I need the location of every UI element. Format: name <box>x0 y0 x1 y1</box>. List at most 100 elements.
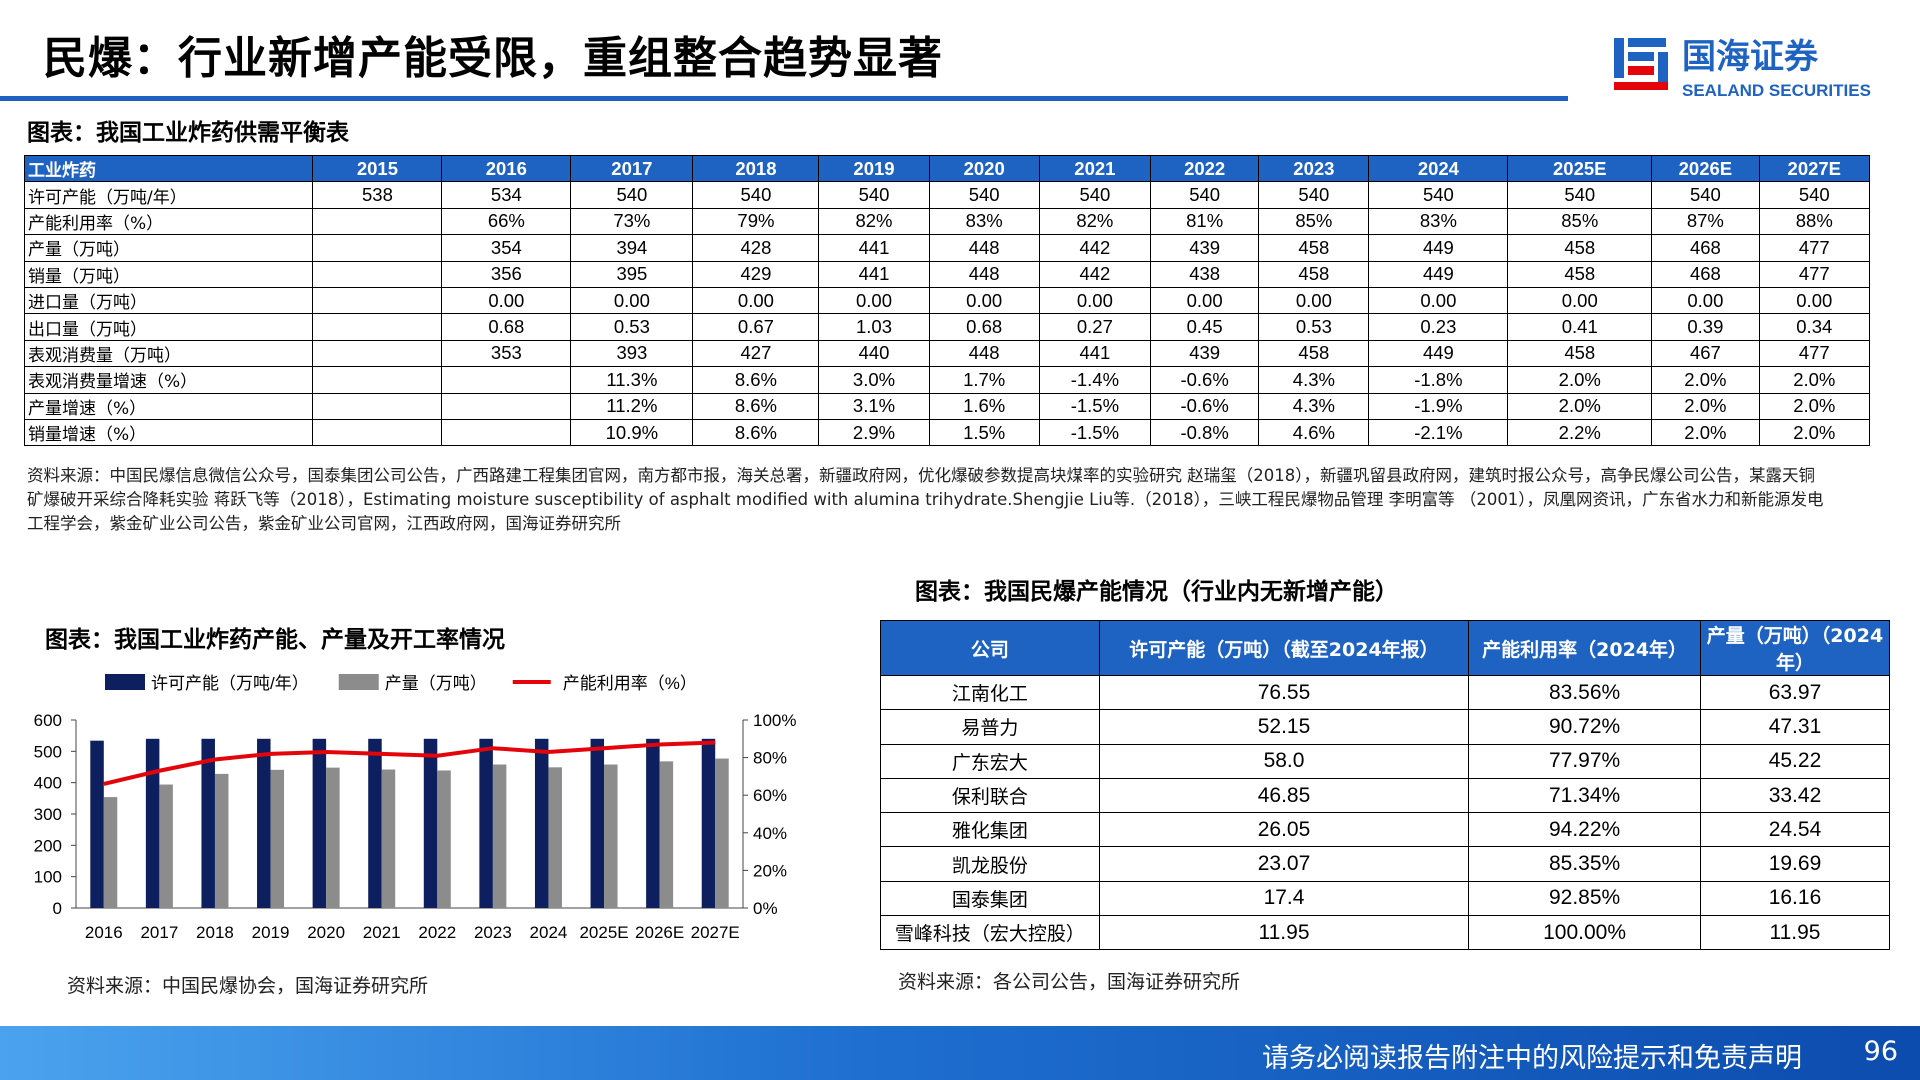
header-cell: 2019 <box>818 154 930 183</box>
y-tick-label: 500 <box>34 742 62 761</box>
table-cell: 2.0% <box>1651 392 1760 420</box>
supply-demand-table: 工业炸药 2015 2016 2017 2018 2019 2020 2021 2022 2023… <box>23 154 1871 447</box>
bar <box>659 761 674 908</box>
table-cell: 100.00% <box>1468 915 1701 951</box>
x-tick-label: 2016 <box>85 923 123 942</box>
x-tick-label: 2023 <box>474 923 512 942</box>
table-cell: 销量（万吨） <box>23 260 314 288</box>
table-cell: 356 <box>441 260 572 288</box>
table-cell: 87% <box>1651 207 1760 236</box>
header-cell: 2018 <box>692 154 820 183</box>
table-cell: 73% <box>570 207 694 236</box>
table-cell: 468 <box>1651 234 1760 262</box>
table-cell: 0.00 <box>1038 286 1152 315</box>
header-rule <box>0 96 1568 101</box>
header-row: 公司 许可产能（万吨）（截至2024年报） 产能利用率（2024年） 产量（万吨）（2… <box>880 620 1891 676</box>
table-cell: 许可产能（万吨/年） <box>23 181 314 209</box>
table-cell: 540 <box>692 181 820 209</box>
table-cell: -2.1% <box>1368 418 1509 447</box>
table-cell: 销量增速（%） <box>23 418 314 447</box>
header-cell: 2023 <box>1258 154 1370 183</box>
legend-swatch <box>338 674 379 690</box>
table-cell: 0.00 <box>818 286 930 315</box>
table-cell: 540 <box>1758 181 1871 209</box>
bar <box>257 738 271 908</box>
table-cell: 产能利用率（%） <box>23 207 314 236</box>
table-cell: 88% <box>1758 207 1871 236</box>
table-cell: 477 <box>1758 260 1871 288</box>
table-cell: 16.16 <box>1699 880 1891 917</box>
y-tick-label: 100 <box>34 868 62 887</box>
bar <box>590 738 605 908</box>
table-row: 江南化工 76.55 83.56% 63.97 <box>880 674 1891 711</box>
table-cell <box>312 313 443 341</box>
table-row: 雅化集团 26.05 94.22% 24.54 <box>880 812 1891 848</box>
table-cell: 1.6% <box>928 392 1040 420</box>
table-cell: 出口量（万吨） <box>23 313 314 341</box>
table-cell: 2.0% <box>1651 366 1760 394</box>
disclaimer: 请务必阅读报告附注中的风险提示和免责声明 <box>1262 1043 1802 1074</box>
table-cell: 3.0% <box>818 366 930 394</box>
table-cell: 477 <box>1758 339 1871 368</box>
table-cell: 23.07 <box>1098 846 1470 882</box>
table-cell: 428 <box>692 234 820 262</box>
table-row: 表观消费量增速（%） 11.3% 8.6% 3.0% 1.7% -1.4% -0.6% 4.3… <box>23 366 1871 394</box>
table-cell: 2.0% <box>1507 366 1653 394</box>
table-cell: 0.00 <box>1149 286 1260 315</box>
table-cell: 540 <box>570 181 694 209</box>
table-cell: 0.00 <box>1258 286 1370 315</box>
table-cell: 83.56% <box>1468 674 1701 711</box>
y-tick-label: 0 <box>53 899 62 918</box>
table-row: 产量增速（%） 11.2% 8.6% 3.1% 1.6% -1.5% -0.6% 4.3% -1… <box>23 392 1871 420</box>
table-cell: 92.85% <box>1468 880 1701 917</box>
header-cell: 许可产能（万吨）（截至2024年报） <box>1098 620 1470 676</box>
y-tick-label: 200 <box>34 836 62 855</box>
bar <box>646 738 660 908</box>
table-cell: 441 <box>818 260 930 288</box>
table-cell: 540 <box>1651 181 1760 209</box>
x-tick-label: 2024 <box>530 923 568 942</box>
table-cell: 83% <box>928 207 1040 236</box>
table-cell: 90.72% <box>1468 709 1701 745</box>
table-cell: 94.22% <box>1468 812 1701 848</box>
page-number: 96 <box>1863 1036 1898 1067</box>
table-cell: 2.0% <box>1758 392 1871 420</box>
header-cell: 2017 <box>570 154 694 183</box>
table-cell: 458 <box>1507 234 1653 262</box>
table-cell: 0.23 <box>1368 313 1509 341</box>
table-cell: 540 <box>928 181 1040 209</box>
table-cell: 0.00 <box>1651 286 1760 315</box>
header-cell: 2025E <box>1507 154 1653 183</box>
table-cell: 66% <box>441 207 572 236</box>
x-tick-label: 2025E <box>579 923 628 942</box>
table-cell: 1.7% <box>928 366 1040 394</box>
header-cell: 2022 <box>1149 154 1260 183</box>
table-cell: 45.22 <box>1699 743 1891 779</box>
table-cell <box>312 234 443 262</box>
bar <box>492 764 507 908</box>
table-cell: 448 <box>928 339 1040 368</box>
table-cell: 17.4 <box>1098 880 1470 917</box>
bar <box>145 738 160 908</box>
table-cell: 458 <box>1258 234 1370 262</box>
table-cell: 429 <box>692 260 820 288</box>
table-row: 许可产能（万吨/年） 538 534 540 540 540 540 540 540 540 540… <box>23 181 1871 209</box>
logo-text-en: SEALAND SECURITIES <box>1682 81 1871 100</box>
table-cell: 1.5% <box>928 418 1040 447</box>
table-cell: 458 <box>1258 260 1370 288</box>
bar <box>326 767 340 908</box>
table-cell: 458 <box>1258 339 1370 368</box>
table-cell: 85.35% <box>1468 846 1701 882</box>
table-cell: 雪峰科技（宏大控股） <box>880 915 1100 951</box>
table-row: 产量（万吨） 354 394 428 441 448 442 439 458 449 458 468 4… <box>23 234 1871 262</box>
table-cell: -1.9% <box>1368 392 1509 420</box>
table-cell: 354 <box>441 234 572 262</box>
y2-tick-label: 20% <box>753 861 787 880</box>
table-cell <box>441 366 572 394</box>
table-cell: 81% <box>1149 207 1260 236</box>
table-cell: 442 <box>1038 234 1152 262</box>
footer-bar <box>0 1026 1920 1080</box>
table-row: 易普力 52.15 90.72% 47.31 <box>880 709 1891 745</box>
bar <box>201 738 215 908</box>
table-cell: -0.6% <box>1149 392 1260 420</box>
